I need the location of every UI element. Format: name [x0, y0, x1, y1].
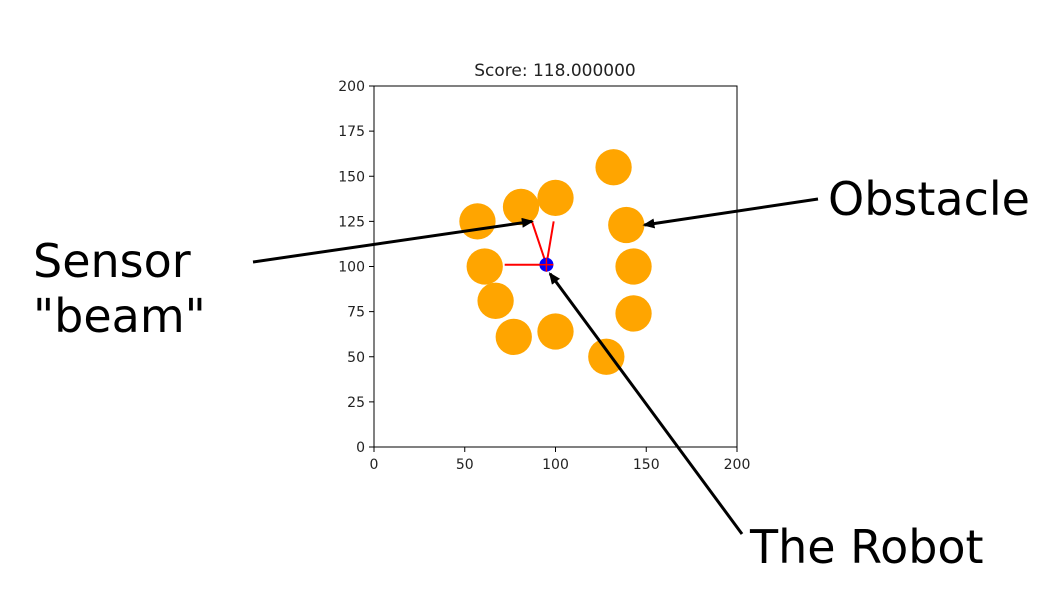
obstacle-point: [615, 295, 652, 332]
obstacle-point: [459, 203, 496, 240]
y-tick-label: 100: [338, 260, 365, 276]
obstacle-point: [502, 188, 540, 226]
obstacle-point: [595, 149, 632, 186]
y-tick-label: 175: [338, 124, 365, 140]
annotation-the-robot-arrow: [548, 272, 744, 535]
y-tick-label: 125: [338, 214, 365, 230]
annotations: Sensor "beam" Obstacle The Robot: [33, 172, 1030, 574]
obstacle-point: [537, 179, 574, 217]
axes-frame: [373, 85, 738, 448]
obstacle-point: [588, 338, 625, 375]
obstacle-point: [615, 248, 652, 285]
obstacle-point: [466, 248, 503, 285]
x-tick-label: 100: [542, 457, 569, 473]
y-tick-label: 50: [347, 350, 365, 366]
sensor-beam: [545, 221, 555, 265]
annotation-obstacle-text: Obstacle: [828, 172, 1030, 226]
y-tick-label: 0: [356, 440, 365, 456]
obstacle-point: [495, 318, 532, 356]
obstacle-point: [608, 206, 645, 244]
y-tick-label: 75: [347, 305, 365, 321]
x-tick-label: 50: [456, 457, 474, 473]
annotation-sensor-beam-text: Sensor "beam": [33, 234, 206, 343]
obstacle-point: [537, 313, 574, 350]
axes: 0 50 100 150 200 0 25 50 75 100 125 150 175 200: [338, 79, 750, 473]
sensor-beam: [530, 221, 548, 266]
annotation-the-robot-text: The Robot: [749, 520, 984, 574]
x-tick-label: 0: [370, 457, 379, 473]
plot-area: [459, 149, 652, 375]
annotation-obstacle-arrow: [642, 197, 819, 229]
y-tick-label: 200: [338, 79, 365, 95]
y-tick-label: 25: [347, 395, 365, 411]
x-tick-label: 150: [633, 457, 660, 473]
chart-title: Score: 118.000000: [474, 61, 636, 81]
y-tick-label: 150: [338, 169, 365, 185]
x-tick-label: 200: [724, 457, 751, 473]
annotation-sensor-beam-arrow: [252, 217, 534, 264]
obstacle-point: [477, 282, 514, 319]
